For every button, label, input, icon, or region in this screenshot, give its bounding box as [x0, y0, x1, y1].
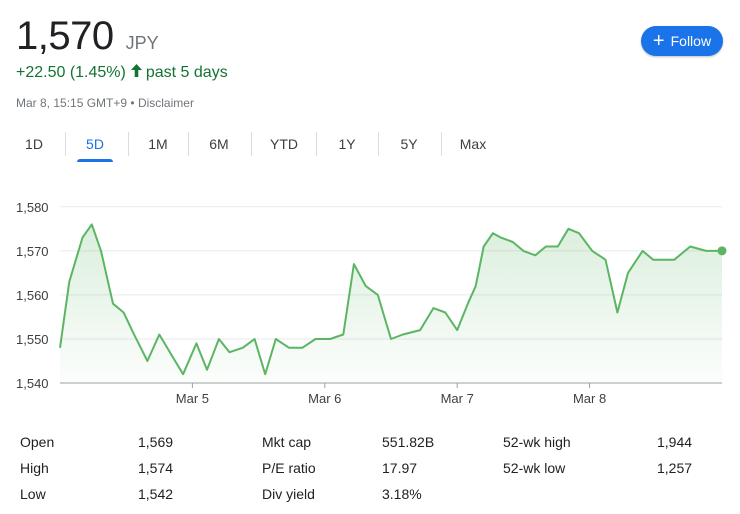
price-chart[interactable]: 1,580 1,570 1,560 1,550 1,540 Mar 5 Mar 6 Mar 7…: [0, 190, 740, 415]
tab-6m[interactable]: 6M: [209, 136, 229, 152]
tab-divider: [128, 132, 129, 156]
x-tick-label: Mar 6: [308, 391, 341, 406]
stat-value: 3.18%: [382, 486, 422, 502]
stat-label: Open: [20, 434, 55, 450]
stat-open: Open 1,569: [20, 434, 173, 450]
change-value: +22.50 (1.45%): [16, 64, 126, 81]
stat-52wk-high: 52-wk high 1,944: [503, 434, 692, 450]
tab-5d[interactable]: 5D: [77, 128, 113, 162]
stat-value: 1,257: [657, 460, 693, 476]
stat-label: Mkt cap: [262, 434, 312, 450]
tab-divider: [441, 132, 442, 156]
stat-label: Div yield: [262, 486, 315, 502]
current-price: 1,570: [16, 14, 114, 58]
x-tick-label: Mar 7: [441, 391, 474, 406]
x-tick-label: Mar 5: [176, 391, 209, 406]
currency-code: JPY: [125, 33, 159, 53]
stat-label: 52-wk high: [503, 434, 571, 450]
stat-value: 1,569: [138, 434, 174, 450]
tab-divider: [65, 132, 66, 156]
quote-timestamp: Mar 8, 15:15 GMT+9: [16, 96, 128, 110]
tab-divider: [316, 132, 317, 156]
stat-value: 551.82B: [382, 434, 435, 450]
y-tick-label: 1,540: [16, 376, 49, 391]
stat-52wk-low: 52-wk low 1,257: [503, 460, 692, 476]
quote-meta: Mar 8, 15:15 GMT+9 • Disclaimer: [16, 96, 194, 110]
meta-separator: •: [130, 96, 138, 110]
stat-label: Low: [20, 486, 46, 502]
y-tick-label: 1,550: [16, 332, 49, 347]
stat-value: 1,944: [657, 434, 693, 450]
tab-divider: [251, 132, 252, 156]
arrow-up-icon: [130, 64, 142, 82]
tab-1y[interactable]: 1Y: [338, 136, 356, 152]
stat-low: Low 1,542: [20, 486, 173, 502]
stat-label: P/E ratio: [262, 460, 316, 476]
tab-divider: [188, 132, 189, 156]
stat-label: High: [20, 460, 49, 476]
tab-max[interactable]: Max: [459, 136, 487, 152]
tab-5y[interactable]: 5Y: [400, 136, 418, 152]
x-tick-label: Mar 8: [573, 391, 606, 406]
change-period: past 5 days: [145, 64, 228, 81]
stat-div-yield: Div yield 3.18%: [262, 486, 422, 502]
range-tabs: 1D 5D 1M 6M YTD 1Y 5Y Max: [0, 128, 740, 162]
y-tick-label: 1,560: [16, 288, 49, 303]
tab-1d[interactable]: 1D: [25, 136, 43, 152]
disclaimer-link[interactable]: Disclaimer: [137, 96, 194, 110]
last-price-dot: [717, 246, 727, 256]
price-header: 1,570 JPY: [16, 14, 159, 59]
follow-label: Follow: [670, 33, 712, 49]
tab-divider: [378, 132, 379, 156]
stat-pe-ratio: P/E ratio 17.97: [262, 460, 417, 476]
y-tick-label: 1,570: [16, 244, 49, 259]
stat-value: 17.97: [382, 460, 418, 476]
follow-button[interactable]: + Follow: [641, 26, 723, 56]
y-tick-label: 1,580: [16, 200, 49, 215]
price-line: [59, 223, 722, 376]
tab-1m[interactable]: 1M: [148, 136, 168, 152]
stat-mkt-cap: Mkt cap 551.82B: [262, 434, 434, 450]
plus-icon: +: [652, 30, 665, 52]
price-change: +22.50 (1.45%) past 5 days: [16, 64, 228, 82]
price-area-fill: [60, 224, 722, 383]
tab-ytd[interactable]: YTD: [270, 136, 298, 152]
stat-label: 52-wk low: [503, 460, 566, 476]
stat-value: 1,574: [138, 460, 174, 476]
stat-high: High 1,574: [20, 460, 173, 476]
stat-value: 1,542: [138, 486, 174, 502]
